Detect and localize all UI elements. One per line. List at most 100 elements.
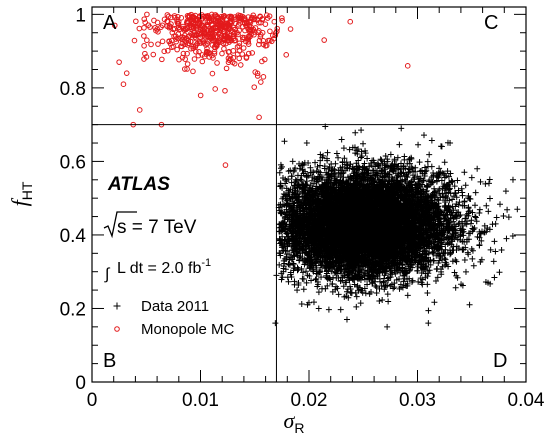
data-point xyxy=(453,272,460,279)
data-point xyxy=(378,157,385,164)
data-point xyxy=(449,196,456,203)
data-point xyxy=(406,268,413,275)
data-point xyxy=(436,165,443,172)
data-point xyxy=(469,247,476,254)
data-point xyxy=(379,297,386,304)
data-point xyxy=(299,269,306,276)
data-point xyxy=(401,156,408,163)
data-point xyxy=(325,306,332,313)
data-point xyxy=(338,136,345,143)
data-point xyxy=(276,169,283,176)
data-point xyxy=(468,174,475,181)
data-point xyxy=(394,154,401,161)
data-point xyxy=(496,269,503,276)
data-point xyxy=(476,241,483,248)
data-point xyxy=(315,289,322,296)
data-point xyxy=(456,220,463,227)
data-point xyxy=(385,277,392,284)
data-point xyxy=(459,189,466,196)
data-point xyxy=(280,265,287,272)
data-point xyxy=(364,155,371,162)
data-point xyxy=(461,256,468,263)
data-point xyxy=(332,160,339,167)
data-point xyxy=(491,274,498,281)
data-point xyxy=(376,298,383,305)
data-point xyxy=(459,222,466,229)
data-point xyxy=(373,289,380,296)
data-point xyxy=(423,167,430,174)
data-point xyxy=(385,177,392,184)
data-point xyxy=(278,270,285,277)
data-point xyxy=(441,159,448,166)
data-point xyxy=(346,275,353,282)
data-point xyxy=(326,164,333,171)
data-point xyxy=(337,306,344,313)
data-point xyxy=(341,155,348,162)
data-point xyxy=(371,159,378,166)
data-point xyxy=(388,162,395,169)
data-point xyxy=(357,300,364,307)
data-2011-series xyxy=(272,123,521,330)
data-point xyxy=(451,183,458,190)
data-point xyxy=(442,262,449,269)
data-point xyxy=(344,162,351,169)
data-point xyxy=(459,282,466,289)
data-point xyxy=(431,299,438,306)
data-point xyxy=(486,176,493,183)
data-point xyxy=(313,275,320,282)
data-point xyxy=(382,153,389,160)
data-point xyxy=(487,246,494,253)
data-point xyxy=(444,236,451,243)
data-point xyxy=(358,153,365,160)
data-point xyxy=(470,262,477,269)
data-point xyxy=(493,214,500,221)
data-point xyxy=(396,275,403,282)
data-point xyxy=(387,151,394,158)
data-point xyxy=(343,288,350,295)
data-point xyxy=(408,279,415,286)
data-point xyxy=(376,275,383,282)
data-point xyxy=(288,173,295,180)
data-point xyxy=(350,276,357,283)
data-point xyxy=(324,149,331,156)
data-point xyxy=(391,157,398,164)
data-point xyxy=(476,206,483,213)
data-point xyxy=(303,279,310,286)
data-point xyxy=(465,251,472,258)
data-point xyxy=(477,258,484,265)
data-point xyxy=(452,284,459,291)
data-point xyxy=(434,196,441,203)
data-point xyxy=(362,290,369,297)
data-point xyxy=(375,162,382,169)
data-point xyxy=(416,159,423,166)
data-point xyxy=(324,157,331,164)
data-point xyxy=(384,291,391,298)
data-point xyxy=(319,285,326,292)
data-point xyxy=(465,230,472,237)
data-point xyxy=(389,160,396,167)
data-point xyxy=(367,160,374,167)
data-point xyxy=(409,277,416,284)
data-point xyxy=(396,141,403,148)
data-point xyxy=(486,226,493,233)
data-point xyxy=(303,268,310,275)
data-point xyxy=(424,163,431,170)
data-point xyxy=(317,151,324,158)
data-point xyxy=(425,307,432,314)
data-point xyxy=(453,194,460,201)
data-point xyxy=(353,293,360,300)
data-point xyxy=(453,200,460,207)
data-point xyxy=(357,154,364,161)
data-point xyxy=(497,201,504,208)
data-point xyxy=(310,267,317,274)
data-point xyxy=(396,285,403,292)
data-point xyxy=(444,240,451,247)
data-point xyxy=(329,281,336,288)
data-point xyxy=(342,279,349,286)
data-point xyxy=(466,195,473,202)
data-point xyxy=(385,298,392,305)
data-point xyxy=(421,164,428,171)
data-point xyxy=(451,269,458,276)
data-point xyxy=(478,237,485,244)
